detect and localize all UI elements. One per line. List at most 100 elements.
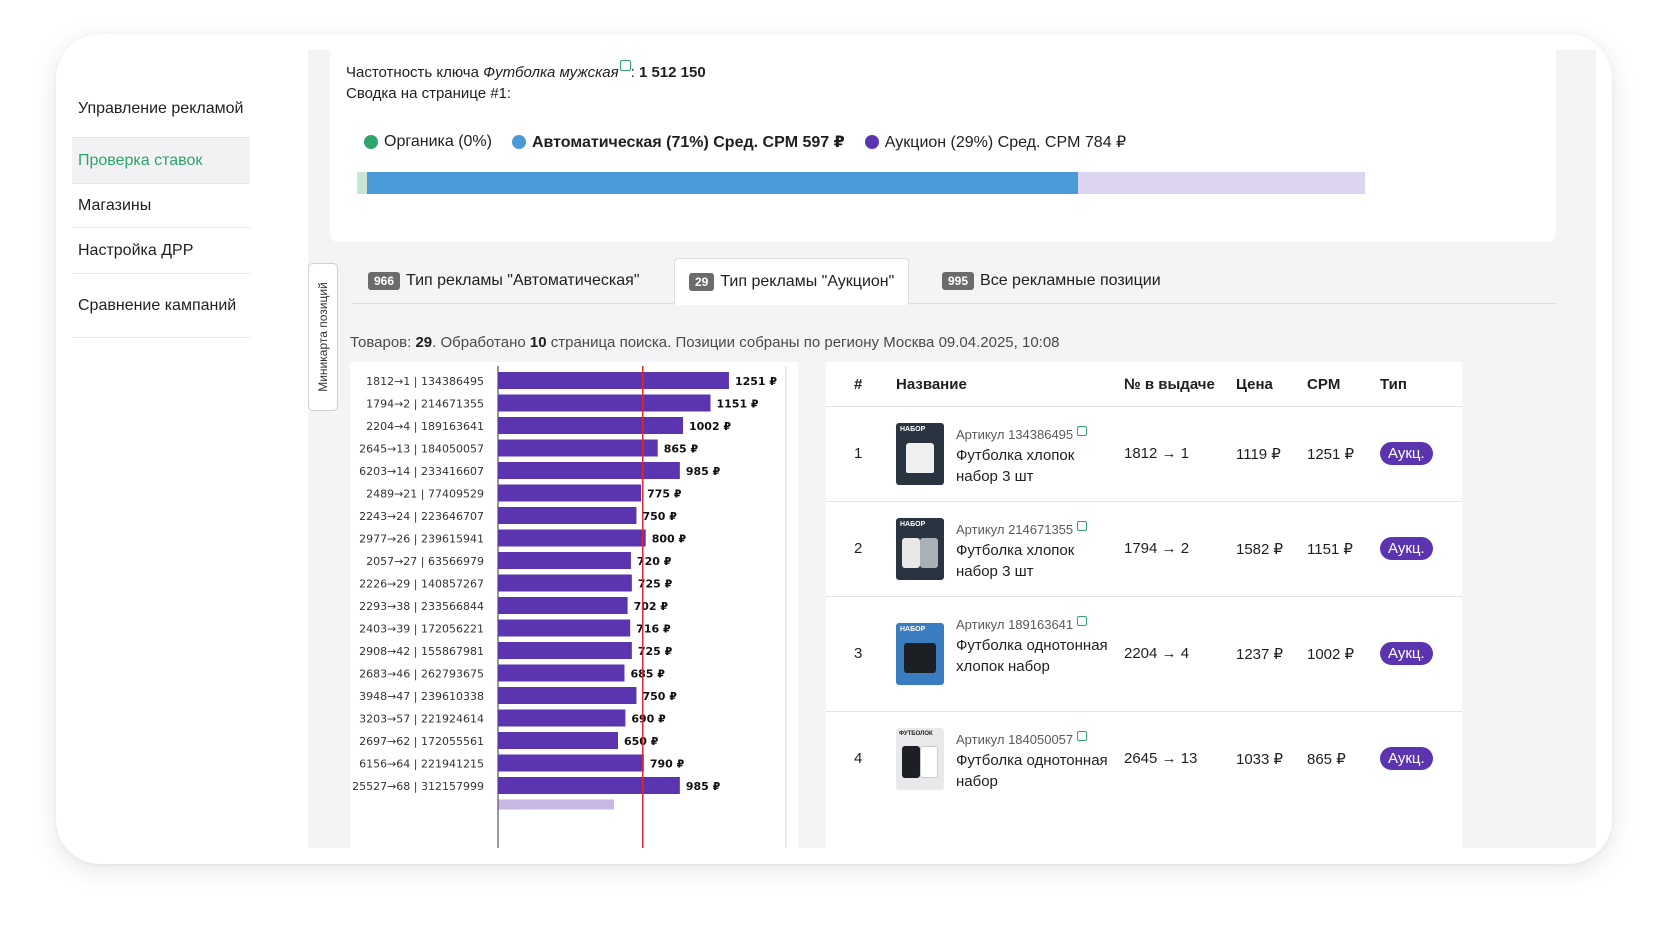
sidebar-item-compare-campaigns[interactable]: Сравнение кампаний bbox=[72, 274, 250, 338]
legend-auction: Аукцион (29%) Сред. CPM 784 ₽ bbox=[864, 132, 1127, 152]
price: 1582 ₽ bbox=[1236, 541, 1284, 558]
bid-bar[interactable] bbox=[498, 574, 632, 592]
table-row[interactable]: 4 ФУТБОЛОК Артикул 184050057 Футболка од… bbox=[826, 711, 1462, 848]
legend-organic: Органика (0%) bbox=[364, 133, 492, 151]
external-link-icon[interactable] bbox=[1077, 616, 1088, 626]
table-row[interactable]: 1 НАБОР Артикул 134386495 Футболка хлопо… bbox=[826, 406, 1462, 501]
bar-value-label: 716 ₽ bbox=[636, 623, 671, 636]
product-thumbnail[interactable]: НАБОР bbox=[896, 423, 944, 485]
col-header-name[interactable]: Название bbox=[896, 376, 967, 393]
tab-label: Тип рекламы "Автоматическая" bbox=[406, 272, 640, 289]
app-window: Управление рекламой Проверка ставок Мага… bbox=[56, 34, 1612, 864]
legend-label: Аукцион (29%) Сред. CPM 784 ₽ bbox=[884, 134, 1127, 151]
summary-card: Частотность ключа Футболка мужская: 1 51… bbox=[330, 50, 1556, 242]
bid-bar[interactable] bbox=[498, 507, 637, 524]
external-link-icon[interactable] bbox=[1077, 426, 1088, 436]
bid-bar[interactable] bbox=[498, 394, 711, 412]
tab-auto[interactable]: 966 Тип рекламы "Автоматическая" bbox=[354, 258, 654, 304]
bar-value-label: 775 ₽ bbox=[647, 488, 682, 501]
search-position: 1794 → 2 bbox=[1124, 540, 1190, 557]
bar-value-label: 800 ₽ bbox=[652, 533, 687, 546]
bid-bar[interactable] bbox=[498, 709, 626, 727]
product-name: Футболка однотонная хлопок набор bbox=[956, 637, 1108, 675]
info-rest: страница поиска. Позиции собраны по реги… bbox=[550, 334, 1060, 351]
bar-value-label: 790 ₽ bbox=[650, 758, 685, 771]
price: 1119 ₽ bbox=[1236, 446, 1281, 463]
bar-value-label: 725 ₽ bbox=[638, 645, 673, 658]
product-name: Футболка хлопок набор 3 шт bbox=[956, 447, 1075, 485]
external-link-icon[interactable] bbox=[619, 60, 631, 71]
bid-bar[interactable] bbox=[498, 754, 644, 772]
bid-bar[interactable] bbox=[498, 552, 631, 569]
bid-bar[interactable] bbox=[498, 529, 646, 547]
share-segment-auction bbox=[1077, 172, 1365, 194]
share-segment-organic bbox=[357, 172, 368, 194]
external-link-icon[interactable] bbox=[1077, 521, 1088, 531]
tab-all-positions[interactable]: 995 Все рекламные позиции bbox=[928, 258, 1175, 304]
bid-bar[interactable] bbox=[498, 462, 680, 479]
product-name: Футболка хлопок набор 3 шт bbox=[956, 542, 1075, 580]
keyword-link[interactable]: Футболка мужская bbox=[483, 64, 619, 81]
bids-chart-panel: 1812→1 | 134386495 1251 ₽ 1794→2 | 2146713… bbox=[350, 362, 798, 848]
sidebar-item-ads-management[interactable]: Управление рекламой bbox=[72, 80, 250, 138]
row-num: 2 bbox=[854, 540, 863, 557]
bid-bar[interactable] bbox=[498, 619, 631, 637]
keyword-frequency: Частотность ключа Футболка мужская: 1 51… bbox=[346, 60, 706, 81]
bar-category-label: 2204→4 | 189163641 bbox=[366, 420, 484, 433]
results-info: Товаров: 29. Обработано 10 страница поис… bbox=[350, 334, 1060, 351]
bar-value-label: 1002 ₽ bbox=[689, 420, 731, 433]
row-num: 4 bbox=[854, 750, 863, 767]
bar-value-label: 690 ₽ bbox=[631, 713, 666, 726]
bar-value-label: 685 ₽ bbox=[630, 668, 665, 681]
bid-bar[interactable] bbox=[498, 372, 729, 389]
bar-category-label: 1794→2 | 214671355 bbox=[366, 398, 484, 411]
tab-label: Тип рекламы "Аукцион" bbox=[720, 272, 895, 290]
bar-category-label: 2683→46 | 262793675 bbox=[359, 668, 484, 681]
tab-auction[interactable]: 29 Тип рекламы "Аукцион" bbox=[674, 258, 910, 305]
sidebar-item-drr-settings[interactable]: Настройка ДРР bbox=[72, 228, 250, 274]
bar-category-label: 2226→29 | 140857267 bbox=[359, 578, 484, 591]
bid-bar[interactable] bbox=[498, 732, 618, 749]
bid-bar[interactable] bbox=[498, 439, 658, 457]
product-thumbnail[interactable]: НАБОР bbox=[896, 518, 944, 580]
product-thumbnail[interactable]: ФУТБОЛОК bbox=[896, 728, 944, 790]
col-header-price[interactable]: Цена bbox=[1236, 376, 1273, 393]
article-text: Артикул 214671355 bbox=[956, 522, 1074, 537]
article-link[interactable]: Артикул 134386495 bbox=[956, 426, 1088, 442]
bid-bar[interactable] bbox=[498, 642, 632, 659]
thumb-label: НАБОР bbox=[900, 626, 926, 633]
bar-category-label: 6203→14 | 233416607 bbox=[359, 465, 484, 478]
minimap-toggle[interactable]: Миникарта позиций bbox=[308, 263, 338, 411]
share-stacked-bar bbox=[357, 172, 1365, 194]
table-row[interactable]: 3 НАБОР Артикул 189163641 Футболка однот… bbox=[826, 596, 1462, 711]
col-header-num: # bbox=[854, 376, 863, 393]
sidebar-item-label: Настройка ДРР bbox=[78, 242, 194, 259]
bid-bar[interactable] bbox=[498, 664, 625, 682]
search-position: 1812 → 1 bbox=[1124, 445, 1190, 462]
table-row[interactable]: 2 НАБОР Артикул 214671355 Футболка хлопо… bbox=[826, 501, 1462, 596]
product-thumbnail[interactable]: НАБОР bbox=[896, 623, 944, 685]
sidebar-item-label: Магазины bbox=[78, 197, 152, 214]
col-header-position[interactable]: № в выдаче bbox=[1124, 376, 1215, 393]
ad-type-tabs: 966 Тип рекламы "Автоматическая" 29 Тип ре… bbox=[352, 258, 1556, 305]
sidebar-item-bid-check[interactable]: Проверка ставок bbox=[72, 138, 250, 184]
bar-value-label: 720 ₽ bbox=[637, 555, 672, 568]
bar-category-label: 2645→13 | 184050057 bbox=[359, 443, 484, 456]
external-link-icon[interactable] bbox=[1077, 731, 1088, 741]
bar-value-label: 725 ₽ bbox=[638, 578, 673, 591]
sidebar-item-shops[interactable]: Магазины bbox=[72, 184, 250, 228]
bid-bar[interactable] bbox=[498, 687, 637, 704]
article-link[interactable]: Артикул 214671355 bbox=[956, 521, 1088, 537]
bid-bar[interactable] bbox=[498, 777, 680, 794]
article-link[interactable]: Артикул 189163641 bbox=[956, 616, 1088, 632]
row-num: 3 bbox=[854, 645, 863, 662]
article-text: Артикул 184050057 bbox=[956, 732, 1074, 747]
bid-bar[interactable] bbox=[498, 597, 628, 614]
bid-bar[interactable] bbox=[498, 417, 683, 434]
cpm: 1151 ₽ bbox=[1307, 541, 1353, 558]
col-header-cpm[interactable]: CPM bbox=[1307, 376, 1341, 393]
bar-value-label: 702 ₽ bbox=[634, 600, 669, 613]
article-link[interactable]: Артикул 184050057 bbox=[956, 731, 1088, 747]
bid-bar[interactable] bbox=[498, 484, 642, 502]
thumb-label: НАБОР bbox=[900, 521, 926, 528]
